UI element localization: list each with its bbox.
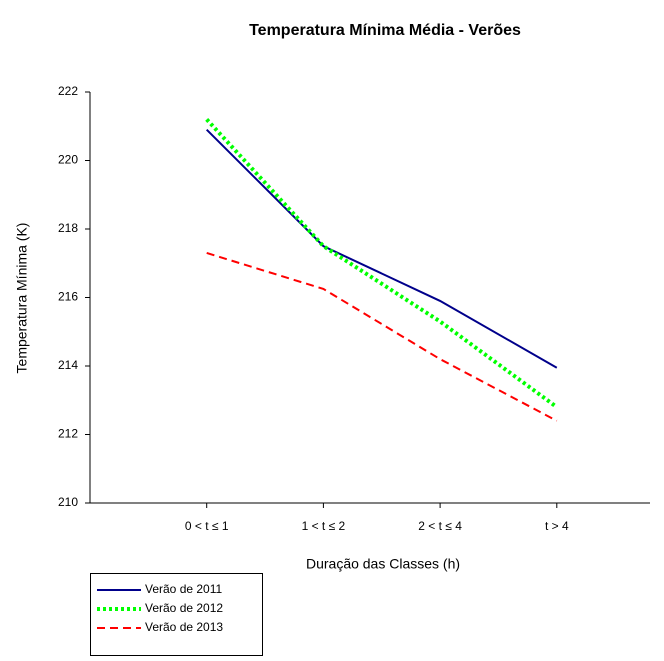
y-tick-label: 218 — [58, 221, 78, 235]
y-tick-label: 214 — [58, 358, 78, 372]
y-tick-label: 216 — [58, 290, 78, 304]
legend — [90, 573, 263, 656]
y-tick-label: 212 — [58, 427, 78, 441]
x-tick-label: 0 < t ≤ 1 — [185, 519, 229, 533]
x-tick-label: t > 4 — [545, 519, 569, 533]
y-tick-label: 210 — [58, 495, 78, 509]
x-tick-label: 1 < t ≤ 2 — [302, 519, 346, 533]
x-tick-label: 2 < t ≤ 4 — [418, 519, 462, 533]
y-tick-label: 220 — [58, 153, 78, 167]
series-line — [205, 128, 558, 369]
legend-label: Verão de 2011 — [145, 582, 223, 596]
y-tick-label: 222 — [58, 84, 78, 98]
x-axis-label: Duração das Classes (h) — [306, 556, 460, 572]
series-line — [205, 118, 558, 409]
chart-title: Temperatura Mínima Média - Verões — [249, 22, 521, 39]
legend-label: Verão de 2012 — [145, 601, 223, 615]
y-axis-label: Temperatura Mínima (K) — [14, 223, 30, 374]
legend-label: Verão de 2013 — [145, 620, 223, 634]
